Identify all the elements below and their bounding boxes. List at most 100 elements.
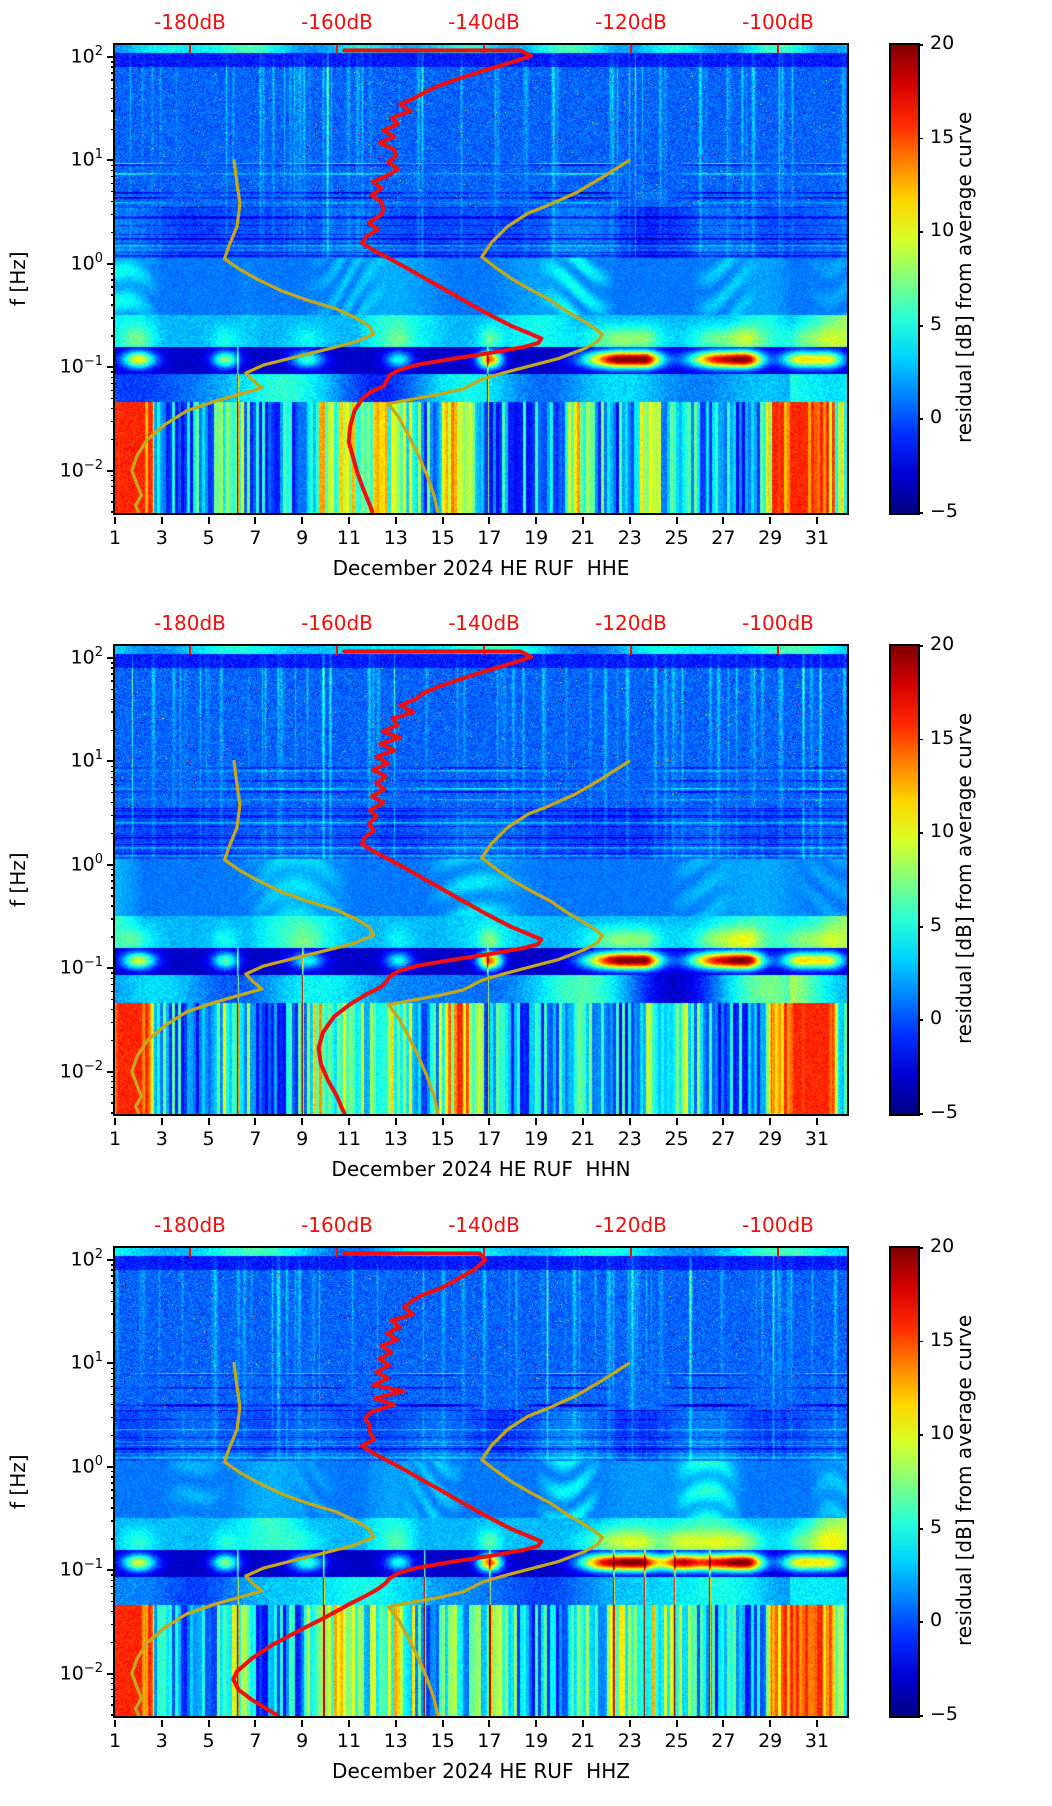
db-tick-label: -140dB bbox=[448, 611, 520, 635]
colorbar-tick bbox=[918, 1340, 923, 1343]
y-minor-tick bbox=[111, 1470, 115, 1473]
y-major-tick bbox=[107, 657, 115, 660]
x-tick-label: 19 bbox=[524, 1730, 549, 1752]
y-major-tick bbox=[107, 1465, 115, 1468]
x-tick bbox=[301, 517, 304, 524]
y-major-tick bbox=[107, 1569, 115, 1572]
db-tick-label: -100dB bbox=[742, 1213, 814, 1237]
x-tick-label: 9 bbox=[296, 1128, 309, 1150]
y-minor-tick bbox=[111, 833, 115, 835]
y-tick-label: 102 bbox=[70, 44, 103, 68]
y-tick-label: 10−2 bbox=[59, 1660, 103, 1685]
x-tick bbox=[441, 1720, 444, 1727]
y-tick-label: 101 bbox=[70, 1350, 103, 1374]
y-minor-tick bbox=[111, 814, 115, 817]
y-major-tick bbox=[107, 262, 115, 265]
y-minor-tick bbox=[111, 1677, 115, 1680]
y-tick-label: 102 bbox=[70, 1247, 103, 1271]
y-minor-tick bbox=[111, 110, 115, 112]
y-minor-tick bbox=[111, 371, 115, 373]
x-tick-label: 7 bbox=[249, 1128, 262, 1150]
db-tick bbox=[335, 1248, 339, 1257]
x-tick bbox=[675, 1118, 678, 1125]
x-tick bbox=[535, 1720, 538, 1727]
y-minor-tick bbox=[111, 880, 115, 882]
db-tick-label: -180dB bbox=[154, 10, 226, 34]
y-minor-tick bbox=[111, 1482, 115, 1484]
x-tick-label: 3 bbox=[155, 527, 168, 549]
x-tick-label: 15 bbox=[430, 527, 455, 549]
x-tick bbox=[160, 1118, 163, 1125]
y-minor-tick bbox=[111, 1416, 115, 1419]
x-tick-label: 23 bbox=[617, 1128, 642, 1150]
y-minor-tick bbox=[111, 698, 115, 700]
y-minor-tick bbox=[111, 1300, 115, 1302]
station-psd-curve bbox=[342, 48, 544, 513]
x-tick bbox=[722, 517, 725, 524]
station-psd-curve bbox=[231, 1251, 544, 1716]
y-minor-tick bbox=[111, 294, 115, 296]
y-minor-tick bbox=[111, 1623, 115, 1626]
y-minor-tick bbox=[111, 175, 115, 178]
colorbar-tick bbox=[918, 1434, 923, 1436]
y-minor-tick bbox=[111, 1610, 115, 1613]
y-minor-tick bbox=[111, 1275, 115, 1277]
colorbar-tick-label: 5 bbox=[930, 913, 943, 936]
plot-area bbox=[113, 43, 849, 515]
colorbar-label: residual [dB] from average curve bbox=[952, 111, 976, 444]
x-tick bbox=[769, 1720, 772, 1727]
db-tick bbox=[188, 646, 192, 655]
x-tick-label: 29 bbox=[758, 1128, 783, 1150]
spectrogram-canvas bbox=[115, 1248, 847, 1716]
y-minor-tick bbox=[111, 1489, 115, 1491]
colorbar-tick bbox=[918, 1247, 923, 1249]
y-minor-tick bbox=[111, 990, 115, 992]
psd-curves-overlay bbox=[130, 1251, 631, 1716]
y-major-tick bbox=[107, 1070, 115, 1073]
colorbar-tick bbox=[918, 231, 923, 233]
colorbar-tick-label: 15 bbox=[930, 125, 955, 148]
x-tick bbox=[582, 517, 584, 524]
reference-curve-low bbox=[130, 158, 376, 513]
db-tick-label: -160dB bbox=[301, 10, 373, 34]
x-tick-label: 9 bbox=[296, 1730, 309, 1752]
x-tick-label: 15 bbox=[430, 1730, 455, 1752]
x-tick-label: 3 bbox=[155, 1128, 168, 1150]
colorbar-tick-label: 0 bbox=[930, 1007, 943, 1030]
y-minor-tick bbox=[111, 673, 115, 675]
x-tick-label: 17 bbox=[477, 1730, 502, 1752]
y-minor-tick bbox=[111, 1331, 115, 1334]
x-tick-label: 17 bbox=[477, 1128, 502, 1150]
colorbar-tick-label: 10 bbox=[930, 1422, 955, 1445]
colorbar-tick bbox=[918, 645, 923, 647]
x-tick-label: 11 bbox=[336, 527, 362, 549]
colorbar-tick-label: −5 bbox=[930, 500, 959, 522]
y-minor-tick bbox=[111, 667, 115, 669]
db-tick-label: -100dB bbox=[742, 611, 814, 635]
colorbar-tick-label: 10 bbox=[930, 219, 955, 242]
x-tick-label: 1 bbox=[108, 527, 122, 549]
colorbar-tick bbox=[918, 1621, 923, 1624]
y-minor-tick bbox=[111, 887, 115, 889]
y-minor-tick bbox=[111, 1393, 115, 1396]
spectrogram-panel-hhe: f [Hz] residual [dB] from average curve … bbox=[0, 0, 1052, 601]
y-tick-label: 10−2 bbox=[59, 1058, 103, 1083]
x-tick bbox=[816, 517, 818, 524]
db-tick-label: -180dB bbox=[154, 1213, 226, 1237]
colorbar-tick-label: 20 bbox=[930, 1235, 955, 1257]
db-tick bbox=[482, 45, 486, 54]
y-axis-label: f [Hz] bbox=[6, 1454, 30, 1510]
colorbar-tick bbox=[918, 1715, 923, 1717]
y-minor-tick bbox=[111, 200, 115, 203]
y-minor-tick bbox=[111, 1579, 115, 1581]
db-tick-label: -180dB bbox=[154, 611, 226, 635]
y-minor-tick bbox=[111, 267, 115, 270]
y-minor-tick bbox=[111, 729, 115, 732]
y-minor-tick bbox=[111, 97, 115, 99]
x-tick bbox=[301, 1720, 304, 1727]
y-minor-tick bbox=[111, 1574, 115, 1576]
db-tick bbox=[776, 646, 780, 655]
spectrogram-panel-hhn: f [Hz] residual [dB] from average curve … bbox=[0, 601, 1052, 1202]
x-tick-label: 5 bbox=[202, 1128, 215, 1150]
x-tick-label: 19 bbox=[524, 1128, 549, 1150]
